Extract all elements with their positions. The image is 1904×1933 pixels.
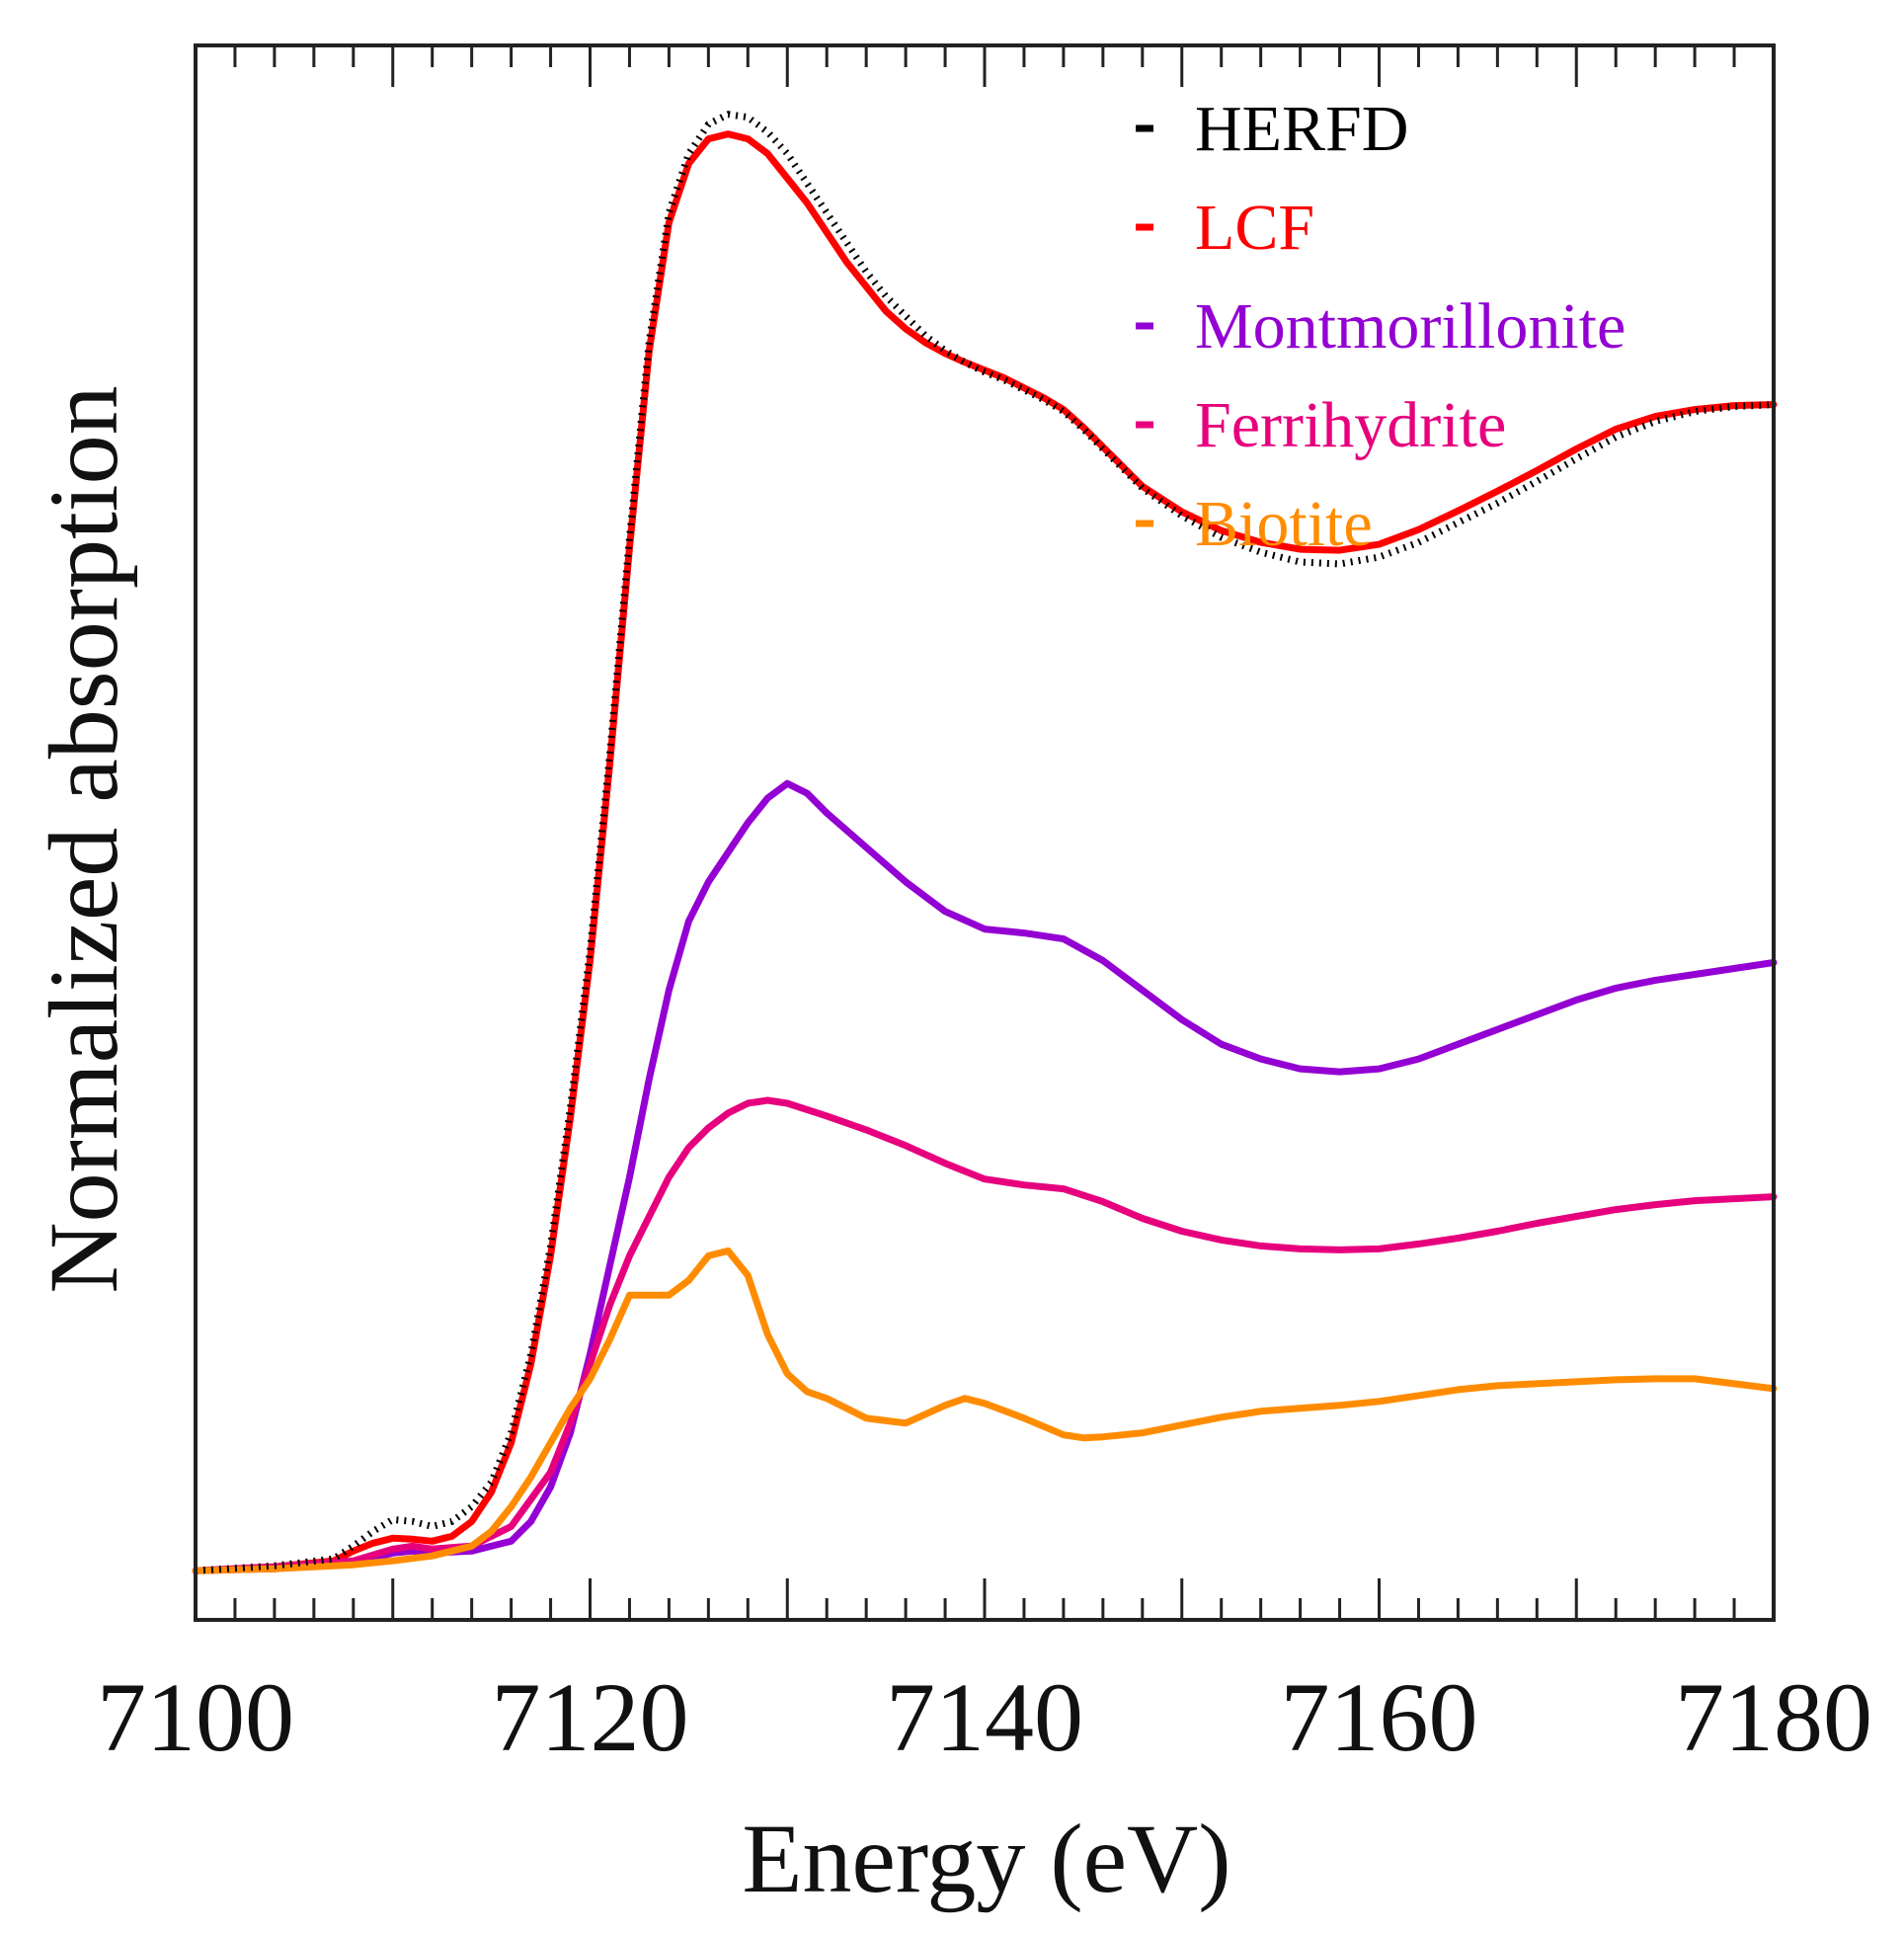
- x-tick-label: 7100: [97, 1662, 294, 1772]
- x-axis-title: Energy (eV): [742, 1804, 1230, 1913]
- series-line-lcf: [192, 130, 1778, 1574]
- plot-area: [192, 111, 1778, 1574]
- x-tick-label: 7160: [1281, 1662, 1478, 1772]
- x-tick-label: 7180: [1675, 1662, 1872, 1772]
- x-tick-label: 7120: [492, 1662, 689, 1772]
- series-line-biotite: [192, 1247, 1778, 1574]
- legend-label-herfd: HERFD: [1195, 93, 1408, 165]
- legend-label-ferrihydrite: Ferrihydrite: [1195, 389, 1506, 461]
- series-line-ferrihydrite: [192, 1096, 1778, 1574]
- y-axis-title: Normalized absorption: [29, 385, 138, 1293]
- legend: HERFD LCF Montmorillonite Ferrihydrite Bioti…: [1136, 93, 1626, 560]
- legend-label-montmorillonite: Montmorillonite: [1195, 290, 1626, 362]
- legend-label-biotite: Biotite: [1195, 488, 1373, 560]
- series-line-montmorillonite: [192, 779, 1778, 1574]
- axes: 7100 7120 7140 7160 7180: [97, 43, 1872, 1772]
- x-tick-label: 7140: [886, 1662, 1083, 1772]
- legend-label-lcf: LCF: [1195, 192, 1314, 264]
